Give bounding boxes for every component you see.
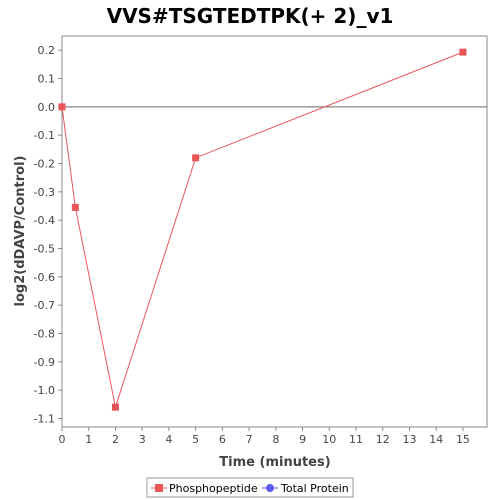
data-point [58,103,66,111]
y-tick-label: -0.4 [34,214,55,227]
y-tick-label: -0.5 [34,243,55,256]
data-point [111,403,119,411]
x-tick-label: 14 [429,433,443,446]
y-tick-label: -0.2 [34,158,55,171]
legend-box [146,477,354,498]
x-tick-label: 11 [349,433,363,446]
x-tick-label: 13 [402,433,416,446]
x-tick-label: 12 [376,433,390,446]
x-tick-label: 5 [192,433,199,446]
plot-area [61,35,488,428]
y-tick-label: -1.0 [34,384,55,397]
x-tick-label: 8 [272,433,279,446]
y-tick-label: 0.2 [38,44,56,57]
x-tick-label: 3 [139,433,146,446]
legend-phosphopeptide-label: Phosphopeptide [169,482,258,495]
x-tick-label: 7 [246,433,253,446]
y-tick-label: 0.0 [38,101,56,114]
series-layer [58,48,467,411]
chart-title: VVS#TSGTEDTPK(+ 2)_v1 [107,4,394,28]
y-tick-label: -0.9 [34,356,55,369]
data-point [192,154,200,162]
data-point [459,48,467,56]
x-tick-label: 9 [299,433,306,446]
x-tick-label: 1 [85,433,92,446]
legend-phosphopeptide-marker [155,484,163,492]
legend-total-protein-label: Total Protein [280,482,349,495]
y-tick-label: 0.1 [38,73,56,86]
x-tick-label: 0 [59,433,66,446]
y-tick-label: -0.6 [34,271,55,284]
y-tick-label: -0.7 [34,299,55,312]
x-tick-label: 15 [456,433,470,446]
legend-total-protein-marker [266,484,274,492]
y-axis-label: log2(dDAVP/Control) [13,156,28,307]
y-tick-label: -0.8 [34,328,55,341]
y-tick-label: -1.1 [34,413,55,426]
y-axis: 0.2 0.1 0.0 -0.1 -0.2 -0.3 -0.4 -0.5 -0.6 -0.7 -0.… [34,44,62,426]
x-axis-label: Time (minutes) [219,455,330,470]
data-point [71,203,79,211]
legend: Phosphopeptide Total Protein [146,477,354,498]
y-tick-label: -0.3 [34,186,55,199]
y-tick-label: -0.1 [34,129,55,142]
x-tick-label: 6 [219,433,226,446]
x-tick-label: 2 [112,433,119,446]
x-tick-label: 10 [322,433,336,446]
x-axis: 0 1 2 3 4 5 6 7 8 9 10 11 12 13 14 15 [59,427,470,446]
x-tick-label: 4 [165,433,172,446]
